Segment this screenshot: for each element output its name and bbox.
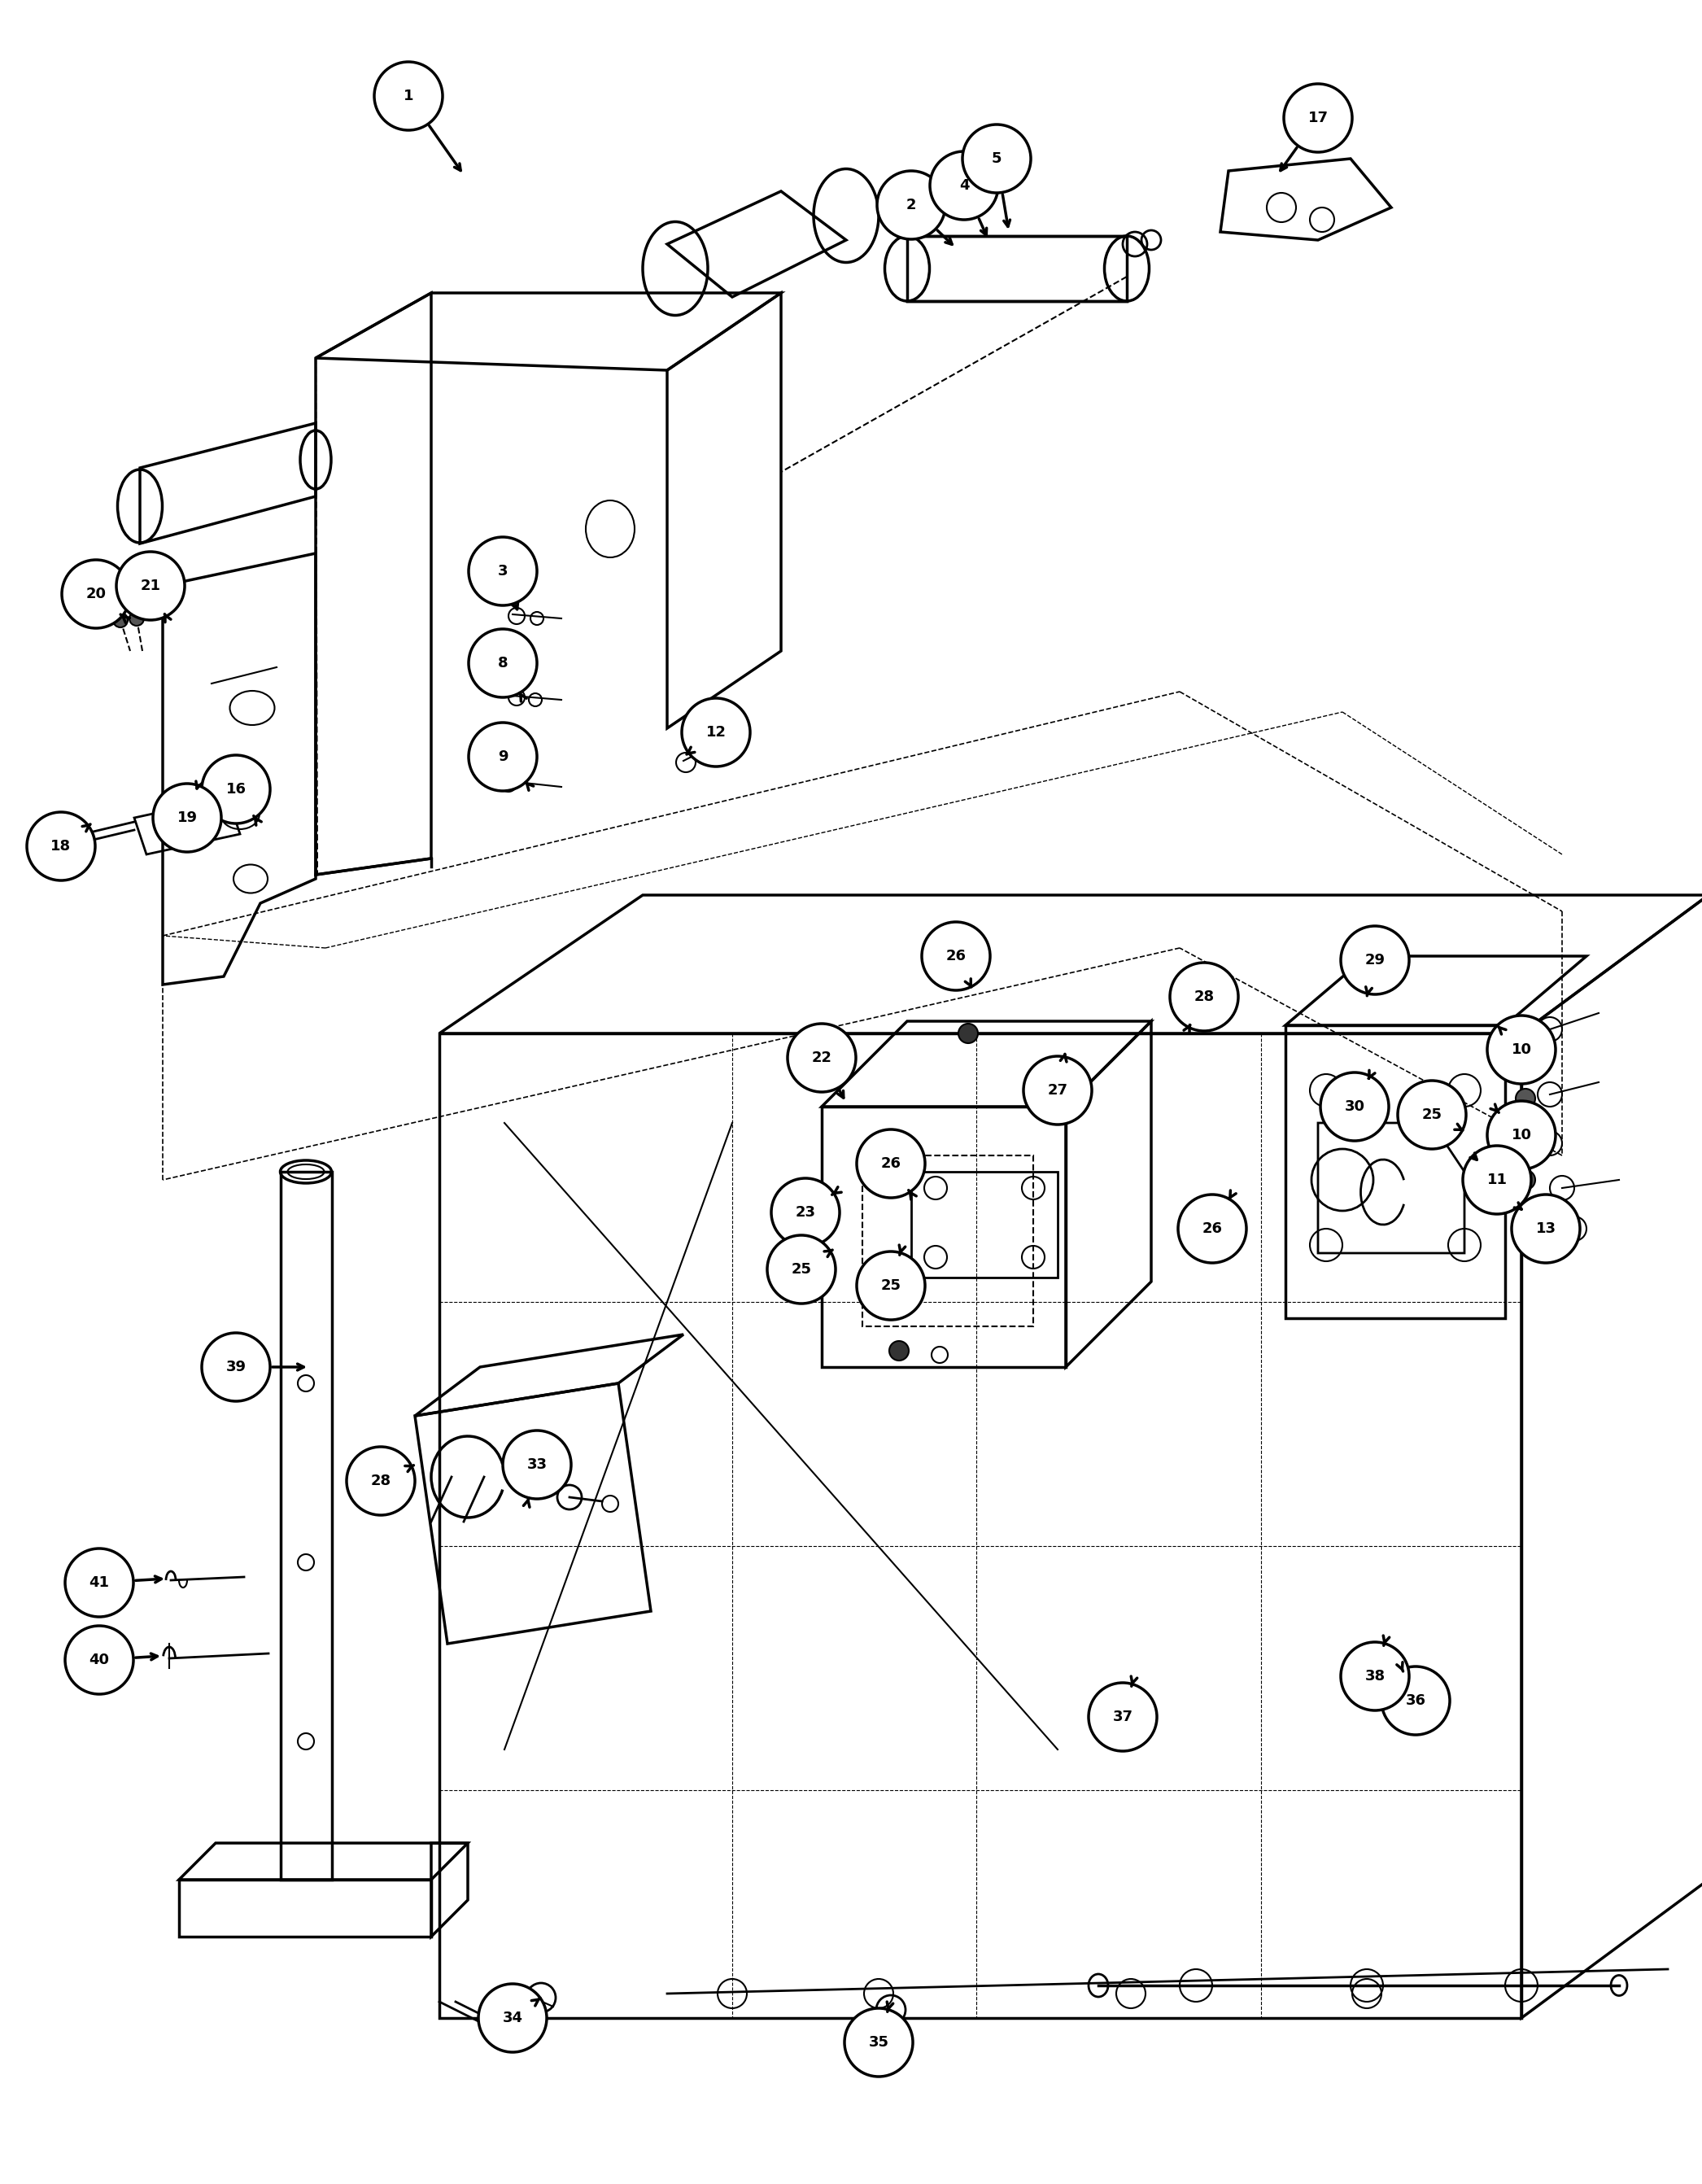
Circle shape xyxy=(468,629,536,697)
Text: 41: 41 xyxy=(89,1575,109,1590)
Text: 28: 28 xyxy=(371,1474,391,1487)
Circle shape xyxy=(1382,1666,1450,1734)
Text: 11: 11 xyxy=(1488,1173,1508,1188)
Circle shape xyxy=(1462,1147,1532,1214)
Circle shape xyxy=(1516,1171,1535,1190)
Text: 36: 36 xyxy=(1406,1693,1426,1708)
Circle shape xyxy=(203,1332,271,1402)
Text: 22: 22 xyxy=(812,1051,832,1066)
Circle shape xyxy=(856,1129,924,1197)
Circle shape xyxy=(194,784,208,797)
Circle shape xyxy=(116,553,186,620)
Text: 25: 25 xyxy=(1421,1107,1442,1123)
Text: 13: 13 xyxy=(1535,1221,1556,1236)
Circle shape xyxy=(962,124,1031,192)
Circle shape xyxy=(1516,1129,1535,1149)
Text: 38: 38 xyxy=(1365,1669,1385,1684)
Circle shape xyxy=(929,151,999,221)
Text: 34: 34 xyxy=(502,2011,523,2025)
Text: 33: 33 xyxy=(528,1457,546,1472)
Text: 40: 40 xyxy=(89,1653,109,1666)
Text: 18: 18 xyxy=(51,839,71,854)
Circle shape xyxy=(1089,1682,1157,1752)
Text: 19: 19 xyxy=(177,810,197,826)
Circle shape xyxy=(771,1177,839,1247)
Circle shape xyxy=(768,1236,836,1304)
Circle shape xyxy=(374,61,443,131)
Circle shape xyxy=(1341,926,1409,994)
Text: 28: 28 xyxy=(1193,989,1214,1005)
Circle shape xyxy=(112,614,128,627)
Circle shape xyxy=(1341,1642,1409,1710)
Text: 26: 26 xyxy=(880,1155,900,1171)
Circle shape xyxy=(1023,1057,1091,1125)
Text: 23: 23 xyxy=(795,1206,815,1219)
Text: 27: 27 xyxy=(1047,1083,1067,1099)
Text: 9: 9 xyxy=(497,749,507,764)
Text: 20: 20 xyxy=(85,587,106,601)
Circle shape xyxy=(877,170,945,240)
Circle shape xyxy=(65,1625,133,1695)
Text: 16: 16 xyxy=(226,782,247,797)
Circle shape xyxy=(174,786,187,799)
Text: 5: 5 xyxy=(992,151,1002,166)
Text: 2: 2 xyxy=(905,199,916,212)
Text: 8: 8 xyxy=(497,655,507,670)
Text: 30: 30 xyxy=(1345,1099,1365,1114)
Circle shape xyxy=(1488,1016,1556,1083)
Circle shape xyxy=(347,1446,415,1516)
Circle shape xyxy=(788,1024,856,1092)
Text: 29: 29 xyxy=(1365,952,1385,968)
Text: 12: 12 xyxy=(706,725,727,740)
Circle shape xyxy=(958,1024,979,1044)
Circle shape xyxy=(129,612,145,627)
Circle shape xyxy=(1321,1072,1389,1140)
Text: 10: 10 xyxy=(1511,1042,1532,1057)
Text: 35: 35 xyxy=(868,2035,888,2051)
Circle shape xyxy=(1169,963,1239,1031)
Circle shape xyxy=(27,812,95,880)
Text: 1: 1 xyxy=(403,90,414,103)
Text: 26: 26 xyxy=(946,948,967,963)
Text: 10: 10 xyxy=(1511,1127,1532,1142)
Circle shape xyxy=(502,1431,572,1498)
Text: 21: 21 xyxy=(140,579,160,594)
Circle shape xyxy=(1283,83,1351,153)
Text: 3: 3 xyxy=(497,563,507,579)
Circle shape xyxy=(65,1548,133,1616)
Circle shape xyxy=(856,1251,924,1319)
Circle shape xyxy=(1488,1101,1556,1168)
Text: 25: 25 xyxy=(880,1278,900,1293)
Circle shape xyxy=(478,1983,546,2053)
Text: 37: 37 xyxy=(1113,1710,1134,1723)
Circle shape xyxy=(1397,1081,1465,1149)
Circle shape xyxy=(1516,1090,1535,1107)
Circle shape xyxy=(61,559,129,629)
Text: 39: 39 xyxy=(226,1361,247,1374)
Text: 25: 25 xyxy=(791,1262,812,1278)
Circle shape xyxy=(468,723,536,791)
Circle shape xyxy=(888,1341,909,1361)
Circle shape xyxy=(844,2009,912,2077)
Circle shape xyxy=(1178,1195,1246,1262)
Circle shape xyxy=(1511,1195,1579,1262)
Text: 4: 4 xyxy=(958,179,968,192)
Circle shape xyxy=(683,699,751,767)
Circle shape xyxy=(922,922,991,989)
Circle shape xyxy=(203,756,271,823)
Text: 26: 26 xyxy=(1202,1221,1222,1236)
Circle shape xyxy=(468,537,536,605)
Text: 17: 17 xyxy=(1307,111,1328,124)
Circle shape xyxy=(153,784,221,852)
